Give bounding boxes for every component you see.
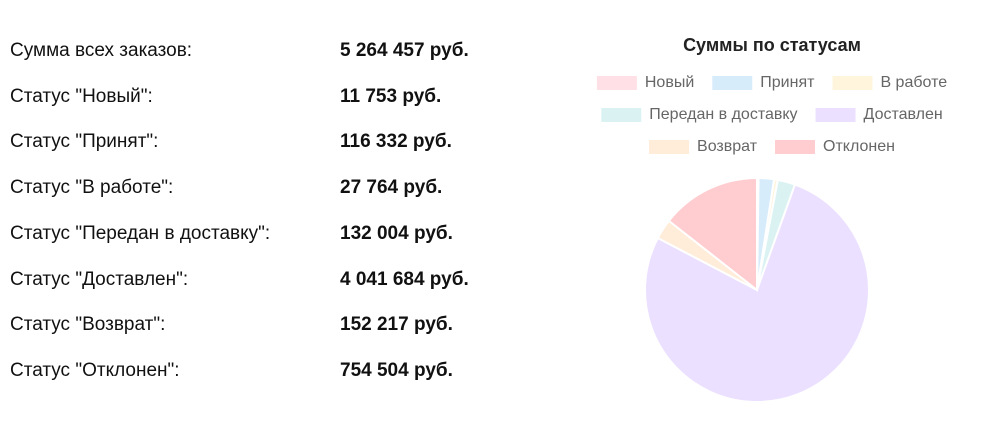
legend-swatch[interactable] [712,76,753,90]
legend-label[interactable]: Отклонен [823,138,895,155]
row-value: 132 004 руб. [340,222,453,244]
chart: Суммы по статусам Новый Принят В работе Пер… [596,35,947,403]
row-label: Статус "Отклонен": [10,359,180,381]
chart-title: Суммы по статусам [683,35,861,55]
row-label: Статус "Принят": [10,131,159,153]
row-label: Статус "Передан в доставку": [10,222,271,244]
row-label: Сумма всех заказов: [10,40,193,61]
row-label: Статус "Доставлен": [10,268,189,290]
row-value: 4 041 684 руб. [340,268,469,290]
row-value: 754 504 руб. [340,359,453,381]
legend-label[interactable]: Передан в доставку [649,106,797,123]
row-label: Статус "Новый": [10,85,153,107]
legend-swatch[interactable] [815,108,856,122]
legend-swatch[interactable] [832,76,873,90]
legend-label[interactable]: Новый [645,74,694,91]
row-value: 27 764 руб. [340,177,443,199]
row-value: 116 332 руб. [340,131,452,153]
pie-slice [644,183,870,403]
legend-label[interactable]: Возврат [697,138,758,155]
row-value: 11 753 руб. [340,85,442,107]
row-label: Статус "В работе": [10,177,174,199]
legend-label[interactable]: Принят [760,74,815,91]
row-value: 5 264 457 руб. [340,40,469,61]
row-value: 152 217 руб. [340,314,453,336]
row-label: Статус "Возврат": [10,314,166,336]
legend-swatch[interactable] [775,140,816,154]
legend-swatch[interactable] [596,76,637,90]
legend-label[interactable]: В работе [880,74,947,91]
legend-swatch[interactable] [601,108,642,122]
legend-swatch[interactable] [649,140,690,154]
pie-slice [667,176,758,293]
legend-label[interactable]: Доставлен [864,106,943,123]
